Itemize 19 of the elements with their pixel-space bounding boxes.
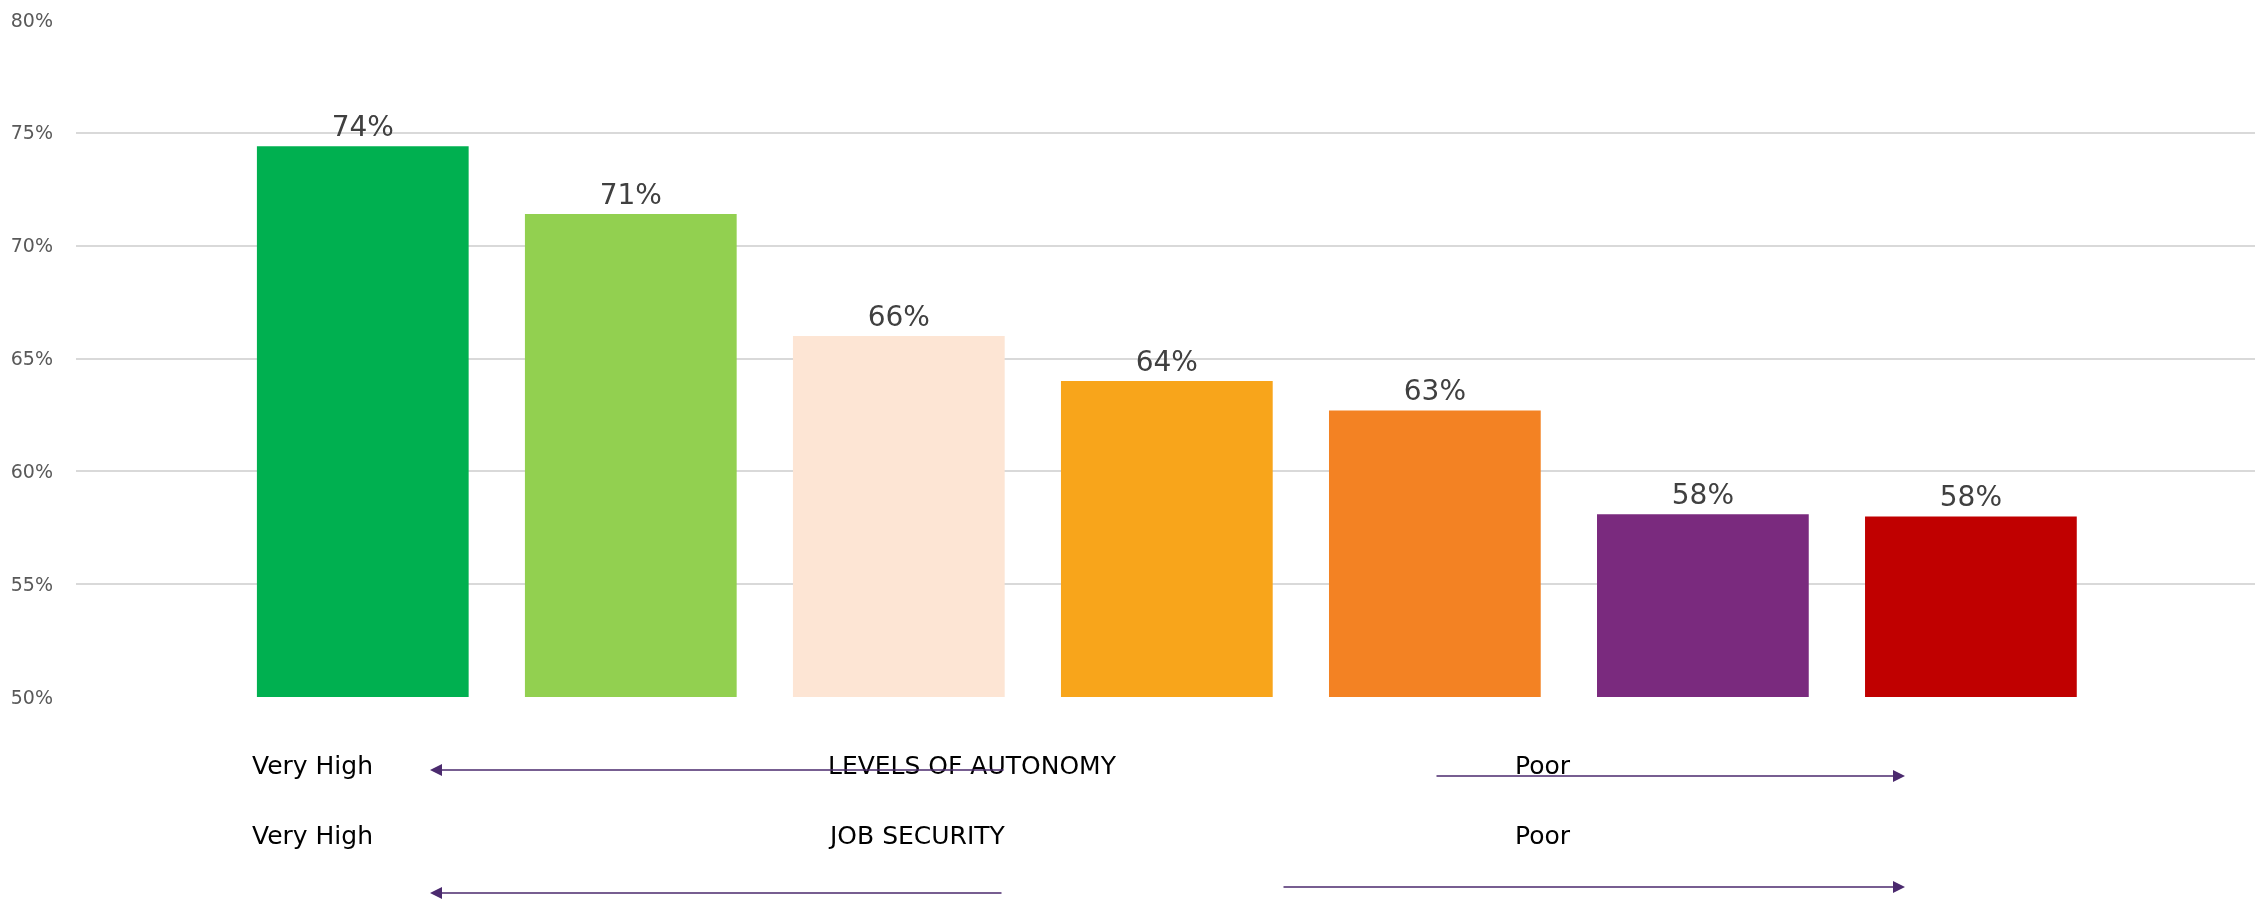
data-label: 63%	[1403, 374, 1466, 408]
y-tick-label: 75%	[10, 121, 53, 144]
data-label: 71%	[599, 178, 662, 212]
data-label: 64%	[1135, 345, 1198, 379]
y-tick-label: 70%	[10, 234, 53, 257]
text: Poor	[1515, 751, 1571, 780]
data-label: 74%	[331, 110, 394, 144]
y-tick-label: 65%	[10, 347, 53, 370]
text: Very High	[252, 751, 374, 780]
data-label: 58%	[1939, 480, 2003, 514]
data-label: 66%	[867, 299, 930, 333]
y-tick-label: 80%	[10, 8, 53, 31]
text: Very High	[252, 821, 374, 850]
y-tick-label: 55%	[10, 572, 53, 595]
data-label: 58%	[1671, 478, 1734, 512]
text: JOB SECURITY	[828, 821, 1006, 850]
y-tick-label: 60%	[10, 459, 53, 482]
y-tick-label: 50%	[10, 685, 53, 708]
text: Poor	[1515, 821, 1571, 850]
